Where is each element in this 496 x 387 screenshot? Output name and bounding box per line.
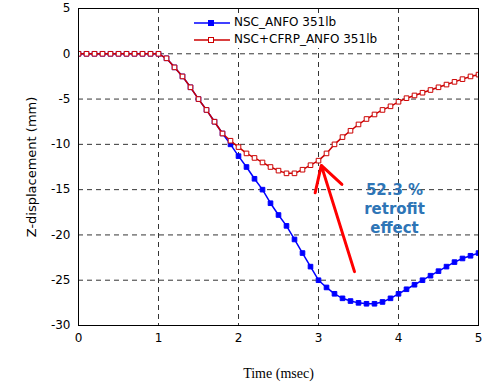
- svg-text:52.3 %retrofiteffect: 52.3 %retrofiteffect: [364, 181, 425, 237]
- html-text:NSC_ANFO 351lb: NSC_ANFO 351lb: [234, 15, 337, 29]
- html-text:NSC+CFRP_ANFO 351lb: NSC+CFRP_ANFO 351lb: [234, 32, 378, 46]
- svg-text:-25: -25: [51, 273, 71, 287]
- svg-text:3: 3: [315, 331, 323, 345]
- svg-text:5: 5: [63, 1, 71, 15]
- svg-text:5: 5: [475, 331, 483, 345]
- svg-text:-30: -30: [51, 318, 71, 332]
- svg-text:1: 1: [155, 331, 163, 345]
- svg-text:0: 0: [75, 331, 83, 345]
- svg-text:-10: -10: [51, 137, 71, 151]
- svg-text:-5: -5: [59, 92, 71, 106]
- svg-text:Z-displacement (mm): Z-displacement (mm): [24, 97, 39, 238]
- svg-text:0: 0: [63, 47, 71, 61]
- svg-text:-15: -15: [51, 182, 71, 196]
- svg-text:4: 4: [395, 331, 403, 345]
- svg-text:2: 2: [235, 331, 243, 345]
- svg-text:-20: -20: [51, 228, 71, 242]
- svg-text:Time (msec): Time (msec): [243, 366, 314, 382]
